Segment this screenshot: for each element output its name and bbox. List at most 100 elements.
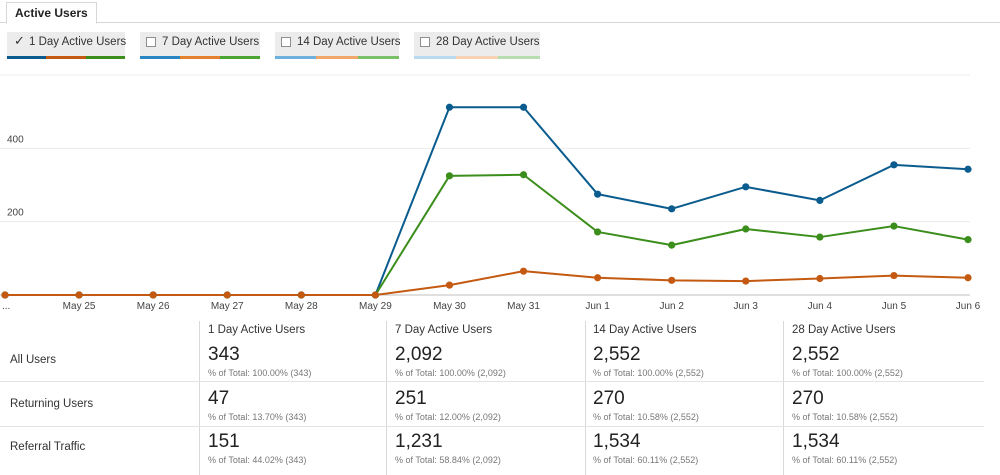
series-color-stripe	[414, 56, 540, 59]
row-divider	[0, 381, 984, 382]
row-label-referral-traffic: Referral Traffic	[10, 441, 86, 453]
data-point	[668, 276, 676, 284]
stripe-segment	[220, 56, 260, 59]
row-label-returning-users: Returning Users	[10, 398, 94, 410]
checkbox-checked-icon[interactable]: ✓	[14, 33, 25, 48]
stripe-segment	[46, 56, 86, 59]
metric-value: 251	[395, 388, 427, 409]
data-point	[75, 291, 83, 299]
stripe-segment	[7, 56, 47, 59]
column-header: 14 Day Active Users	[593, 324, 697, 336]
data-point	[1, 291, 9, 299]
data-point	[519, 171, 528, 179]
column-divider	[783, 321, 784, 475]
toggle-label: 28 Day Active Users	[436, 36, 540, 48]
column-header: 1 Day Active Users	[208, 324, 306, 336]
toggle-label: 1 Day Active Users	[29, 36, 127, 48]
row-label-all-users: All Users	[10, 354, 57, 366]
percent-of-total: % of Total: 10.58% (2,552)	[593, 412, 699, 422]
toggle-1-day-active-users[interactable]: ✓ 1 Day Active Users	[7, 32, 127, 59]
toggle-label: 14 Day Active Users	[297, 36, 401, 48]
metric-value: 2,092	[395, 344, 443, 365]
x-tick-label: May 27	[211, 301, 244, 312]
data-point	[519, 267, 528, 275]
toggle-14-day-active-users[interactable]: 14 Day Active Users	[275, 32, 401, 59]
series-line	[5, 173, 969, 296]
series-line	[5, 270, 969, 296]
toggle-28-day-active-users[interactable]: 28 Day Active Users	[414, 32, 540, 59]
metric-value: 1,231	[395, 431, 443, 452]
metric-value: 1,534	[593, 431, 641, 452]
x-tick-label: Jun 6	[956, 301, 981, 312]
data-point	[445, 172, 454, 180]
tab-bar: Active Users	[0, 0, 1000, 24]
percent-of-total: % of Total: 58.84% (2,092)	[395, 455, 501, 465]
column-header: 28 Day Active Users	[792, 324, 896, 336]
series-color-stripe	[275, 56, 399, 59]
toggle-7-day-active-users[interactable]: 7 Day Active Users	[140, 32, 260, 59]
data-point	[371, 291, 379, 299]
series-color-stripe	[140, 56, 260, 59]
stripe-segment	[316, 56, 358, 59]
column-divider	[386, 321, 387, 475]
data-point	[964, 274, 972, 282]
metric-value: 1,534	[792, 431, 840, 452]
y-tick-label: 600	[7, 70, 24, 72]
metric-value: 343	[208, 344, 240, 365]
data-point	[445, 103, 454, 111]
percent-of-total: % of Total: 100.00% (2,092)	[395, 368, 506, 378]
x-tick-label: May 25	[63, 301, 96, 312]
checkbox-icon[interactable]	[146, 37, 156, 47]
x-tick-label: Jun 5	[882, 301, 907, 312]
data-point	[223, 291, 231, 299]
stripe-segment	[85, 56, 125, 59]
percent-of-total: % of Total: 13.70% (343)	[208, 412, 307, 422]
data-point	[816, 274, 824, 283]
x-tick-label: May 26	[137, 301, 170, 312]
active-users-line-chart[interactable]: 200 400 600... May 25 May 26 May 27 May 28 May …	[0, 70, 1000, 314]
checkbox-icon[interactable]	[420, 37, 430, 47]
column-header: 7 Day Active Users	[395, 324, 493, 336]
data-point	[964, 165, 972, 173]
data-point	[594, 228, 602, 236]
data-point	[594, 274, 602, 282]
percent-of-total: % of Total: 60.11% (2,552)	[593, 455, 699, 465]
data-point	[149, 291, 157, 299]
data-point	[742, 277, 750, 285]
percent-of-total: % of Total: 12.00% (2,092)	[395, 412, 501, 422]
percent-of-total: % of Total: 100.00% (343)	[208, 368, 312, 378]
tab-active-users[interactable]: Active Users	[6, 2, 97, 24]
x-tick-label: Jun 2	[659, 301, 684, 312]
x-tick-label: May 30	[433, 301, 466, 312]
data-point	[742, 225, 750, 233]
data-point	[890, 222, 898, 230]
toggle-label: 7 Day Active Users	[162, 36, 260, 48]
series-color-stripe	[7, 56, 125, 59]
y-tick-label: 400	[7, 134, 24, 145]
metric-value: 2,552	[593, 344, 641, 365]
row-divider	[0, 426, 984, 427]
x-tick-label: Jun 3	[734, 301, 759, 312]
data-point	[668, 241, 676, 249]
x-tick-label: May 28	[285, 301, 318, 312]
stripe-segment	[357, 56, 399, 59]
y-tick-label: 200	[7, 208, 24, 219]
percent-of-total: % of Total: 60.11% (2,552)	[792, 455, 898, 465]
data-point	[890, 271, 898, 280]
data-point	[297, 291, 305, 299]
percent-of-total: % of Total: 100.00% (2,552)	[792, 368, 903, 378]
percent-of-total: % of Total: 44.02% (343)	[208, 455, 307, 465]
checkbox-icon[interactable]	[281, 37, 291, 47]
percent-of-total: % of Total: 100.00% (2,552)	[593, 368, 704, 378]
data-point	[519, 103, 528, 111]
data-point	[742, 183, 750, 191]
metric-value: 2,552	[792, 344, 840, 365]
metric-value: 270	[792, 388, 824, 409]
data-point	[964, 236, 972, 244]
metric-value: 47	[208, 388, 230, 409]
metric-value: 270	[593, 388, 625, 409]
metrics-table: 1 Day Active Users 7 Day Active Users 14…	[0, 316, 984, 475]
stripe-segment	[140, 56, 180, 59]
x-tick-label: May 29	[359, 301, 392, 312]
column-divider	[199, 321, 200, 475]
